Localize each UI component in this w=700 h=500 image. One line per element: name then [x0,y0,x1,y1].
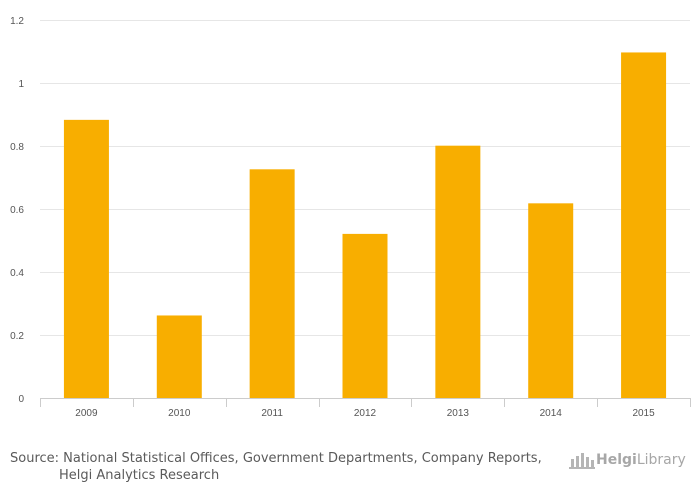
helgi-library-logo: Helgi Library [568,449,686,471]
x-axis [40,398,691,407]
y-tick-label: 0 [18,394,24,405]
source-line-2: Helgi Analytics Research [59,468,220,483]
x-tick-label: 2009 [75,408,98,419]
bar-2009[interactable] [63,119,109,398]
library-building-icon [569,453,595,469]
x-axis-tick-labels: 2009 2010 2011 2012 2013 2014 2015 [75,408,655,419]
bar-2012[interactable] [342,233,388,398]
y-tick-label: 1 [18,79,24,90]
x-tick-label: 2013 [447,408,470,419]
y-tick-label: 0.2 [10,331,24,342]
logo-suffix: Library [636,452,686,468]
y-axis-tick-labels: 0 0.2 0.4 0.6 0.8 1 1.2 [10,16,24,405]
x-tick-label: 2010 [168,408,191,419]
bar-2010[interactable] [156,315,202,398]
bar-2015[interactable] [621,52,667,398]
x-tick-label: 2012 [354,408,377,419]
y-tick-label: 0.8 [10,142,24,153]
x-tick-label: 2015 [632,408,655,419]
y-tick-label: 1.2 [10,16,24,27]
y-tick-label: 0.6 [10,205,24,216]
bar-2011[interactable] [249,169,295,398]
x-tick-label: 2014 [540,408,563,419]
source-line-1: Source: National Statistical Offices, Go… [10,451,542,466]
bar-chart: 00.20.40.60.811.2 2009 2010 2011 2012 2013 20… [10,16,691,419]
bar-2013[interactable] [435,145,481,398]
y-tick-label: 0.4 [10,268,24,279]
bars [63,52,667,398]
source-note: Source: National Statistical Offices, Go… [10,450,550,484]
grid-lines [40,20,690,336]
logo-brand: Helgi [596,452,637,468]
x-tick-label: 2011 [261,408,283,419]
bar-2014[interactable] [528,203,574,398]
